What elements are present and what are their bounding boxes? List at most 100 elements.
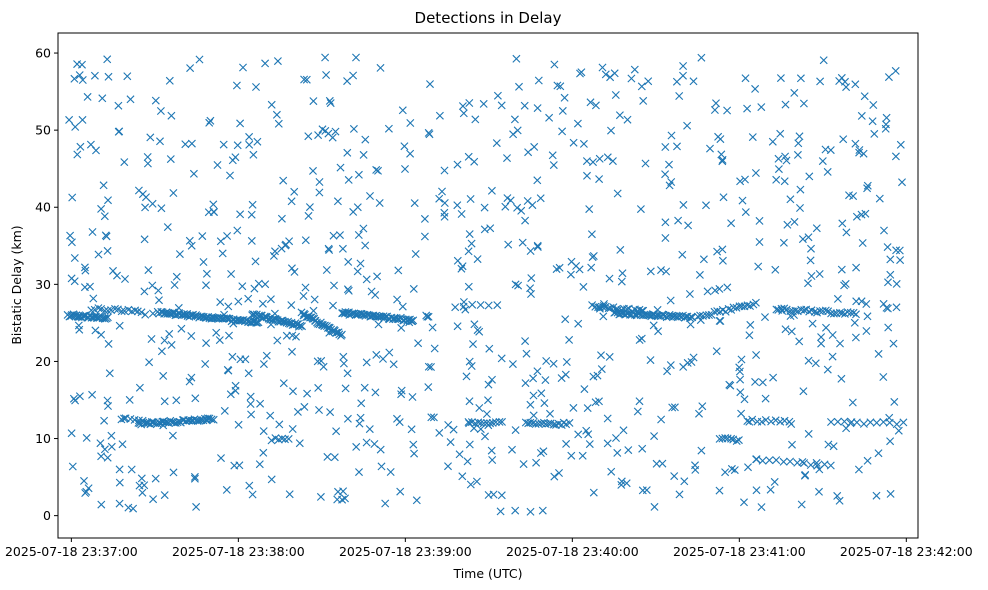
data-point <box>761 416 770 424</box>
data-point <box>267 475 276 484</box>
data-point <box>157 347 166 356</box>
data-point <box>453 201 462 210</box>
data-point <box>603 414 612 423</box>
data-point <box>147 417 156 426</box>
data-point <box>497 354 506 363</box>
data-point <box>638 444 647 453</box>
data-point <box>796 185 805 194</box>
data-point <box>333 197 342 206</box>
data-point <box>674 216 683 225</box>
data-point <box>309 166 317 175</box>
x-tick-label: 2025-07-18 23:42:00 <box>840 544 973 559</box>
data-point <box>302 75 311 84</box>
data-point <box>244 369 253 378</box>
data-point <box>339 359 348 368</box>
data-point <box>646 356 655 365</box>
data-point <box>899 418 908 427</box>
data-point <box>234 420 243 429</box>
data-point <box>344 175 353 184</box>
data-point <box>397 390 406 399</box>
data-point <box>526 247 535 255</box>
data-point <box>846 308 855 317</box>
data-point <box>526 507 535 516</box>
x-axis: 2025-07-18 23:37:00 2025-07-18 23:38:00 20… <box>5 538 973 559</box>
data-point <box>851 139 860 148</box>
data-point <box>344 286 353 295</box>
data-point <box>88 228 97 236</box>
data-point <box>420 214 429 223</box>
data-point <box>97 330 106 339</box>
data-point <box>816 77 825 86</box>
data-point <box>310 295 319 304</box>
data-point <box>823 167 832 176</box>
data-point <box>860 92 869 101</box>
data-point <box>827 418 835 426</box>
data-point <box>705 311 713 319</box>
data-point <box>804 279 812 288</box>
data-point <box>344 257 353 266</box>
data-point <box>780 304 789 313</box>
data-point <box>746 320 755 329</box>
data-point <box>430 344 439 353</box>
data-point <box>371 388 380 397</box>
data-point <box>376 63 385 72</box>
data-point <box>470 320 479 329</box>
data-point <box>357 399 366 408</box>
data-point <box>882 113 891 122</box>
data-point <box>465 419 474 428</box>
data-point <box>165 76 174 85</box>
data-point <box>408 393 417 401</box>
data-point <box>233 141 242 150</box>
data-point <box>574 430 583 439</box>
data-point <box>591 101 600 110</box>
data-point <box>94 304 103 313</box>
data-point <box>597 365 606 374</box>
data-point <box>160 397 169 406</box>
data-point <box>89 294 98 303</box>
data-point <box>103 306 112 315</box>
data-point <box>743 104 752 113</box>
data-point <box>135 481 144 490</box>
data-point <box>104 339 113 348</box>
data-point <box>785 417 794 426</box>
data-point <box>641 159 650 168</box>
data-point <box>712 99 720 108</box>
data-point <box>151 96 160 105</box>
data-point <box>724 304 733 313</box>
data-point <box>813 461 822 470</box>
data-point <box>115 478 124 487</box>
data-point <box>874 349 883 358</box>
data-point <box>244 294 253 303</box>
data-point <box>755 216 764 225</box>
data-point <box>465 99 474 107</box>
data-point <box>886 255 895 264</box>
data-point <box>849 308 858 317</box>
y-tick-label: 30 <box>35 277 51 292</box>
data-point <box>398 106 407 115</box>
data-point <box>718 245 727 254</box>
data-point <box>711 286 720 295</box>
data-point <box>493 301 502 310</box>
data-point <box>552 420 560 429</box>
data-point <box>181 140 190 149</box>
data-point <box>896 256 905 265</box>
data-point <box>575 265 584 274</box>
data-point <box>172 272 181 281</box>
data-point <box>107 431 116 440</box>
data-point <box>695 270 704 279</box>
data-point <box>774 154 783 163</box>
data-point <box>67 274 76 283</box>
data-point <box>774 165 783 174</box>
data-point <box>686 320 695 329</box>
data-point <box>698 402 707 411</box>
data-point <box>553 81 562 90</box>
data-point <box>352 442 361 451</box>
data-point <box>330 453 339 462</box>
data-point <box>412 496 421 505</box>
data-point <box>512 54 521 63</box>
data-point <box>607 126 615 135</box>
data-point <box>236 119 245 128</box>
data-point <box>223 365 232 374</box>
data-point <box>538 506 547 515</box>
data-point <box>172 396 181 405</box>
